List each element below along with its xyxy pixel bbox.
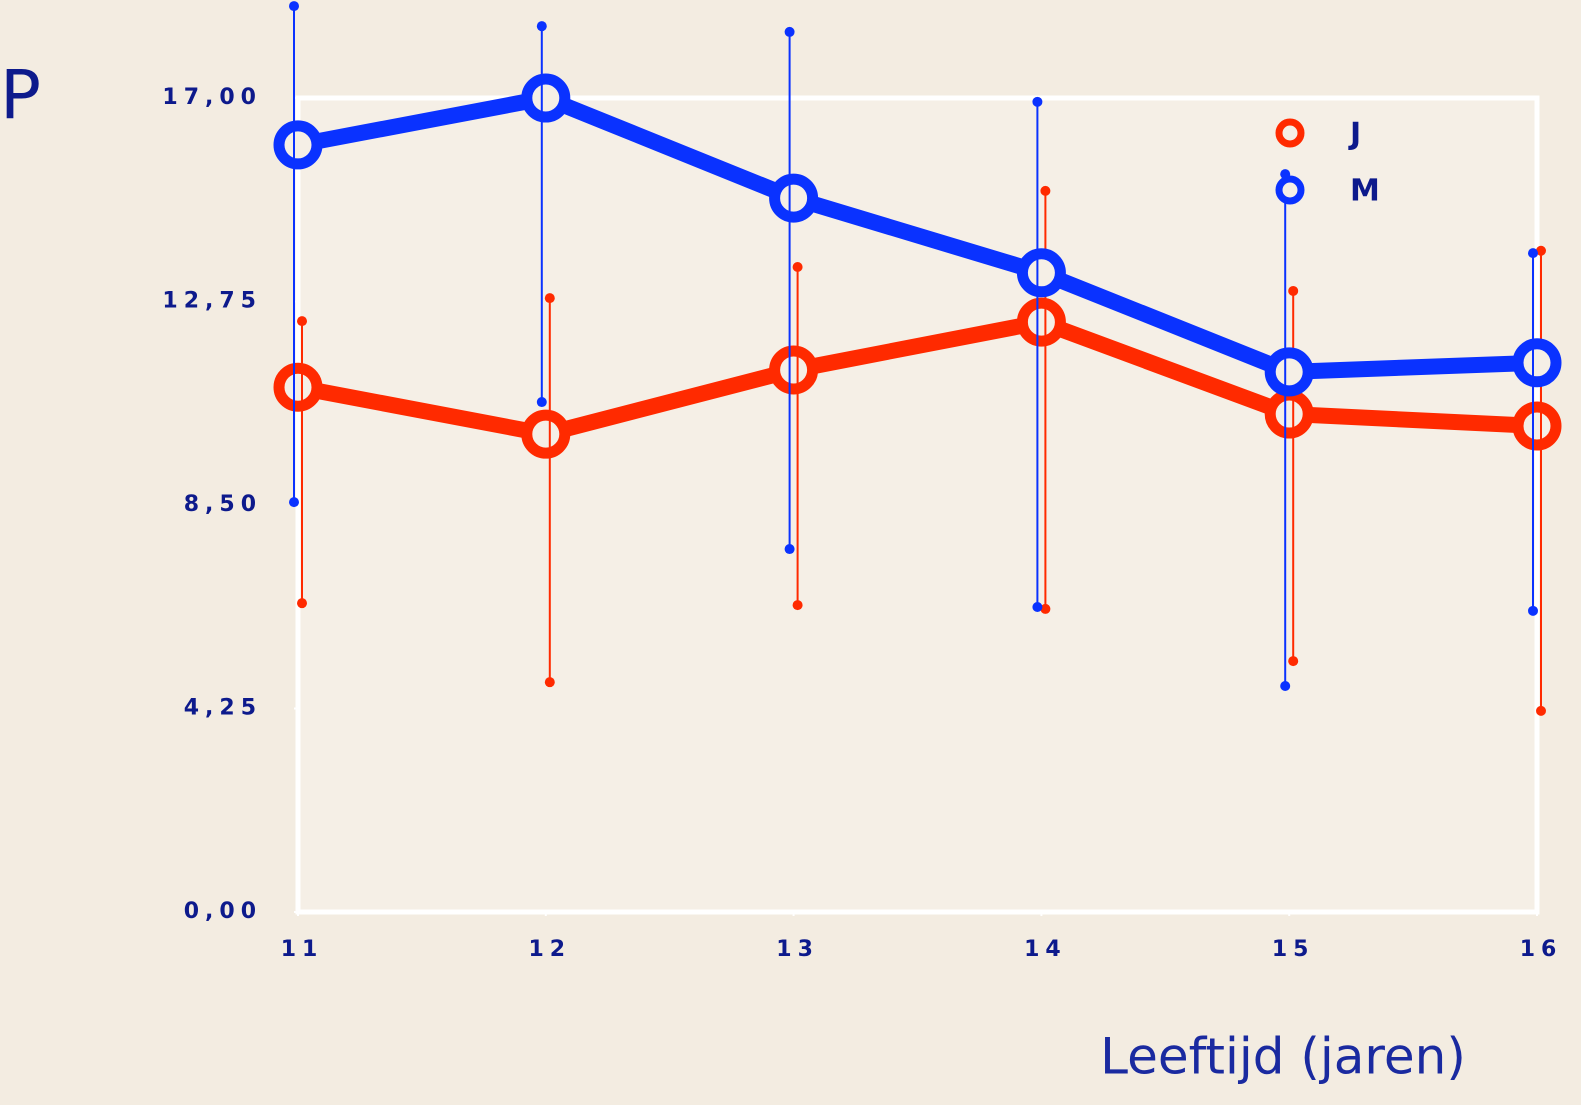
x-tick-label: 14 bbox=[1024, 937, 1067, 962]
error-cap bbox=[784, 26, 795, 37]
series-line bbox=[296, 90, 1538, 380]
legend-label: M bbox=[1350, 174, 1384, 209]
error-cap bbox=[792, 262, 803, 273]
point-marker bbox=[273, 120, 323, 170]
error-cap bbox=[289, 497, 299, 508]
point-marker bbox=[1016, 248, 1066, 298]
error-cap bbox=[297, 316, 307, 327]
x-tick-label: 12 bbox=[528, 937, 571, 962]
legend-label: J bbox=[1348, 117, 1365, 152]
error-cap bbox=[792, 600, 803, 611]
error-cap bbox=[536, 397, 547, 408]
error-cap bbox=[544, 293, 555, 304]
y-tick-label: 17,00 bbox=[162, 85, 262, 110]
error-cap bbox=[1528, 605, 1538, 616]
point-marker bbox=[769, 173, 819, 223]
point-marker bbox=[273, 362, 323, 412]
error-cap bbox=[1280, 680, 1291, 691]
point-marker bbox=[1512, 401, 1562, 451]
error-cap bbox=[1288, 656, 1299, 667]
error-cap bbox=[1528, 248, 1538, 259]
point-marker bbox=[1264, 389, 1314, 439]
x-tick-label: 11 bbox=[281, 937, 324, 962]
legend-marker bbox=[1275, 118, 1305, 148]
error-cap bbox=[536, 21, 547, 32]
point-marker bbox=[521, 409, 571, 459]
error-cap bbox=[1032, 601, 1043, 612]
error-cap bbox=[1536, 705, 1546, 716]
x-tick-label: 16 bbox=[1520, 937, 1563, 962]
error-cap bbox=[289, 1, 299, 12]
chart-title: P bbox=[0, 57, 41, 136]
series-line bbox=[296, 314, 1538, 443]
x-tick-label: 15 bbox=[1272, 937, 1315, 962]
error-cap bbox=[297, 598, 307, 609]
y-tick-label: 4,25 bbox=[184, 696, 262, 721]
point-marker bbox=[521, 73, 571, 123]
error-cap bbox=[1536, 245, 1546, 256]
y-tick-label: 12,75 bbox=[162, 289, 262, 314]
error-cap bbox=[544, 677, 555, 688]
point-marker bbox=[769, 345, 819, 395]
x-tick-label: 13 bbox=[776, 937, 819, 962]
plot-frame bbox=[295, 95, 1540, 915]
y-tick-label: 8,50 bbox=[184, 492, 262, 517]
error-cap bbox=[1040, 603, 1051, 614]
legend-marker bbox=[1275, 175, 1305, 205]
point-marker bbox=[1264, 347, 1314, 397]
error-cap bbox=[1040, 185, 1051, 196]
x-axis-label: Leeftijd (jaren) bbox=[1100, 1028, 1466, 1086]
point-marker bbox=[1512, 338, 1562, 388]
error-cap bbox=[784, 544, 795, 555]
error-cap bbox=[1032, 96, 1043, 107]
y-tick-label: 0,00 bbox=[184, 899, 262, 924]
point-marker bbox=[1016, 297, 1066, 347]
error-cap bbox=[1288, 285, 1299, 296]
